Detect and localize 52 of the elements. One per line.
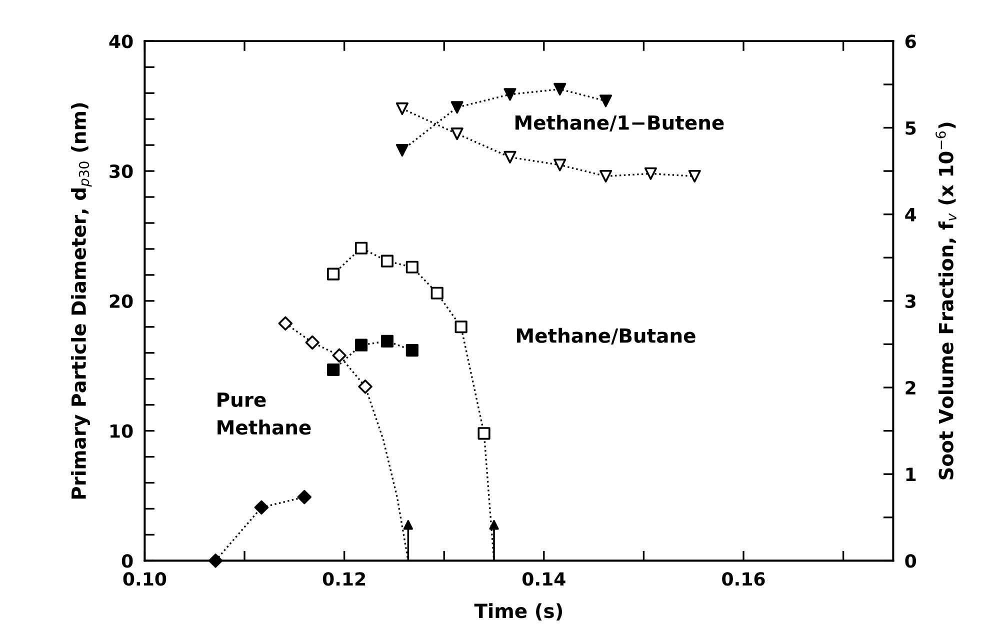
- point: [278, 316, 293, 331]
- point: [327, 268, 340, 280]
- x-tick-label: 0.12: [322, 572, 366, 586]
- point: [450, 128, 464, 140]
- y2-tick-label: 1: [906, 468, 916, 481]
- annotation: Methane/Butane: [517, 328, 696, 344]
- y-tick-label: 0: [122, 554, 133, 568]
- x-tick-label: 0.10: [123, 572, 166, 586]
- point: [208, 554, 223, 568]
- y2-tick-label: 6: [905, 34, 916, 48]
- y2-tick-label: 3: [906, 294, 916, 308]
- point: [600, 94, 612, 108]
- point: [554, 82, 566, 96]
- point: [688, 170, 701, 183]
- point: [406, 260, 418, 274]
- y-axis-title: Primary Particle Diameter, d$_{p30}$ (nm): [71, 103, 92, 499]
- point: [600, 170, 612, 183]
- point: [504, 150, 516, 164]
- y2-tick-label: 5: [906, 121, 916, 135]
- point: [380, 334, 394, 348]
- point: [254, 500, 269, 515]
- point: [354, 338, 368, 352]
- y2-tick-label: 0: [905, 554, 916, 568]
- point: [354, 242, 368, 254]
- annotation: Pure Methane: [218, 392, 311, 435]
- point: [450, 101, 464, 114]
- annotation: Methane/1−Butene: [516, 114, 724, 132]
- y2-axis-title: Soot Volume Fraction, f$_{v}$ (x 10$^{−6}$): [936, 122, 956, 480]
- point: [327, 363, 340, 376]
- x-tick-label: 0.16: [722, 572, 765, 586]
- point: [454, 320, 468, 334]
- y-tick-label: 10: [110, 424, 133, 438]
- point: [478, 427, 490, 440]
- point: [406, 344, 418, 357]
- y2-tick-label: 4: [905, 208, 916, 222]
- point: [554, 158, 566, 172]
- point: [430, 286, 444, 300]
- y-tick-label: 30: [110, 164, 133, 178]
- point: [504, 88, 516, 101]
- point: [297, 490, 312, 504]
- y-tick-label: 40: [109, 34, 133, 48]
- point: [358, 380, 372, 394]
- x-tick-label: 0.14: [522, 572, 566, 586]
- point: [644, 167, 657, 180]
- point: [396, 102, 408, 115]
- point: [305, 335, 320, 350]
- y-tick-label: 20: [110, 294, 133, 308]
- y2-tick-label: 2: [906, 380, 916, 394]
- point: [380, 254, 394, 268]
- point: [332, 348, 346, 363]
- point: [396, 144, 408, 157]
- x-axis-title: Time (s): [474, 603, 562, 621]
